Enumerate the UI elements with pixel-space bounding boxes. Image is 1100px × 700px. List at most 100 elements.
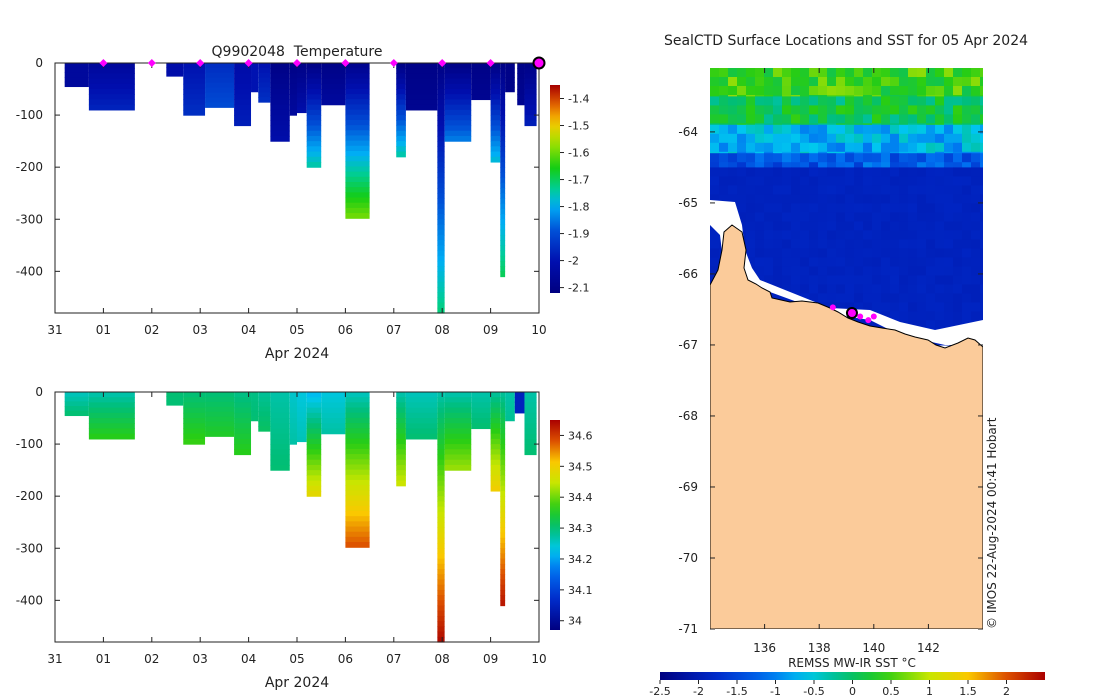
profile-cell bbox=[437, 94, 445, 101]
profile-cell bbox=[88, 433, 135, 440]
sst-cell bbox=[926, 123, 936, 126]
profile-cell bbox=[251, 82, 259, 88]
map-title: SealCTD Surface Locations and SST for 05… bbox=[664, 33, 1028, 49]
profile-cell bbox=[500, 125, 506, 132]
profile-cell bbox=[505, 396, 515, 403]
profile-cell bbox=[345, 109, 370, 116]
profile-cell bbox=[500, 522, 506, 529]
sst-cell bbox=[728, 167, 738, 177]
sst-cell bbox=[926, 153, 936, 163]
profile-cell bbox=[437, 260, 445, 267]
sst-cell bbox=[827, 212, 837, 222]
sst-cell bbox=[962, 176, 972, 186]
profile-cell bbox=[396, 89, 406, 95]
sst-cell bbox=[746, 95, 756, 97]
sst-cell bbox=[980, 167, 983, 177]
sst-cell bbox=[764, 68, 774, 78]
sst-cell bbox=[908, 266, 918, 276]
profile-cell bbox=[444, 454, 472, 461]
profile-cell bbox=[471, 63, 491, 69]
profile-cell bbox=[183, 418, 206, 424]
sst-cell bbox=[872, 266, 882, 276]
lat-tick-label: -68 bbox=[678, 409, 698, 423]
sst-colorbar-tick-label: 0 bbox=[849, 685, 856, 698]
x-tick-label: 09 bbox=[483, 652, 498, 666]
profile-cell bbox=[500, 392, 506, 398]
sst-cell bbox=[863, 185, 873, 195]
profile-cell bbox=[471, 78, 491, 85]
sst-cell bbox=[953, 114, 963, 124]
sst-cell bbox=[836, 302, 846, 312]
profile-cell bbox=[297, 396, 307, 403]
profile-cell bbox=[405, 402, 438, 409]
sst-cell bbox=[971, 293, 981, 303]
profile-cell bbox=[345, 464, 370, 471]
sst-cell bbox=[827, 86, 837, 96]
profile-cell bbox=[270, 73, 290, 80]
sst-cell bbox=[764, 77, 774, 87]
sst-cell bbox=[782, 185, 792, 195]
lat-tick-label: -71 bbox=[678, 622, 698, 636]
sst-cell bbox=[980, 105, 983, 115]
profile-cell bbox=[345, 83, 370, 90]
sst-cell bbox=[827, 284, 837, 294]
profile-cell bbox=[166, 396, 184, 402]
profile-cell bbox=[183, 94, 206, 101]
profile-cell bbox=[258, 421, 271, 427]
sst-cell bbox=[791, 96, 801, 106]
sst-cell bbox=[845, 124, 855, 135]
profile-cell bbox=[345, 156, 370, 162]
profile-cell bbox=[270, 402, 290, 409]
profile-cell bbox=[345, 192, 370, 199]
sst-cell bbox=[872, 212, 882, 222]
sst-cell bbox=[971, 203, 981, 213]
profile-cell bbox=[444, 115, 472, 121]
profile-cell bbox=[444, 433, 472, 440]
sst-cell bbox=[971, 275, 981, 285]
sst-cell bbox=[935, 284, 945, 294]
sst-cell bbox=[863, 151, 873, 154]
sst-colorbar-tick-label: -1.5 bbox=[726, 685, 747, 698]
profile-cell bbox=[306, 433, 322, 440]
sst-cell bbox=[881, 123, 891, 126]
profile-cell bbox=[405, 412, 438, 419]
profile-cell bbox=[437, 266, 445, 272]
profile-cell bbox=[505, 67, 515, 74]
sst-cell bbox=[800, 212, 810, 222]
profile-cell bbox=[471, 397, 491, 404]
profile-cell bbox=[345, 392, 370, 398]
sst-cell bbox=[899, 151, 909, 154]
profile-cell bbox=[437, 219, 445, 226]
sst-cell bbox=[782, 151, 792, 154]
salinity-colorbar-ticks: 34.634.534.434.334.234.134 bbox=[560, 429, 593, 628]
sst-cell bbox=[719, 123, 729, 126]
sst-cell bbox=[926, 124, 936, 135]
profile-cell bbox=[524, 402, 537, 409]
sst-cell bbox=[782, 284, 792, 294]
profile-cell bbox=[490, 449, 501, 456]
sst-cell bbox=[845, 185, 855, 195]
sst-cell bbox=[764, 239, 774, 249]
sst-cell bbox=[836, 248, 846, 258]
profile-cell bbox=[437, 558, 445, 565]
profile-cell bbox=[437, 271, 445, 278]
profile-cell bbox=[345, 443, 370, 450]
profile-cell bbox=[205, 87, 235, 94]
sst-cell bbox=[782, 239, 792, 249]
sst-cell bbox=[971, 77, 981, 87]
sst-cell bbox=[746, 153, 756, 163]
sst-cell bbox=[845, 95, 855, 97]
sst-cell bbox=[845, 257, 855, 267]
profile-cell bbox=[205, 396, 235, 403]
profile-cell bbox=[88, 423, 135, 430]
sst-cell bbox=[962, 167, 972, 177]
sst-cell bbox=[791, 123, 801, 126]
sst-cell bbox=[971, 248, 981, 258]
profile-cell bbox=[437, 141, 445, 147]
profile-cell bbox=[289, 412, 297, 419]
sst-cell bbox=[818, 68, 828, 78]
sst-cell bbox=[854, 114, 864, 124]
profile-cell bbox=[500, 558, 506, 565]
profile-cell bbox=[500, 83, 506, 90]
sst-cell bbox=[908, 302, 918, 312]
